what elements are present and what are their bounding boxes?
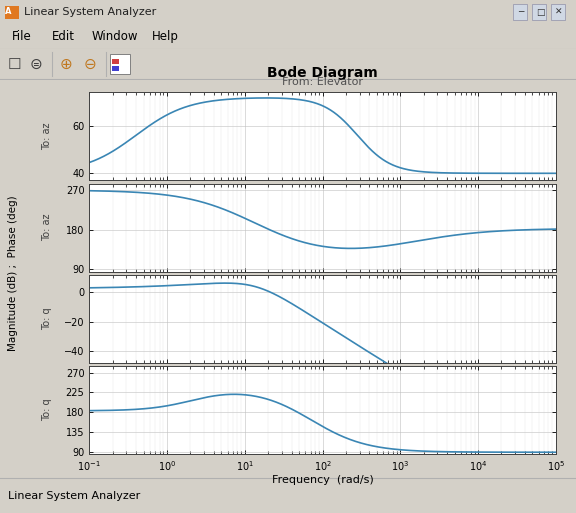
Bar <box>551 4 565 20</box>
Text: Help: Help <box>152 30 179 43</box>
Text: To: q: To: q <box>42 307 52 330</box>
Text: ⊜: ⊜ <box>29 57 43 72</box>
Bar <box>112 60 119 65</box>
Text: □: □ <box>536 8 544 16</box>
Text: Linear System Analyzer: Linear System Analyzer <box>8 491 140 501</box>
Text: To: az: To: az <box>42 214 52 241</box>
Text: Bode Diagram: Bode Diagram <box>267 66 378 80</box>
Text: ⊖: ⊖ <box>84 57 96 72</box>
Text: From: Elevator: From: Elevator <box>282 77 363 87</box>
Bar <box>110 54 130 74</box>
Text: ─: ─ <box>518 8 524 16</box>
Text: Window: Window <box>92 30 138 43</box>
X-axis label: Frequency  (rad/s): Frequency (rad/s) <box>272 476 373 485</box>
Bar <box>5 6 19 19</box>
Text: File: File <box>12 30 32 43</box>
Text: ✕: ✕ <box>555 8 563 16</box>
Text: Edit: Edit <box>52 30 75 43</box>
Text: A: A <box>5 7 12 16</box>
Text: ⊕: ⊕ <box>60 57 73 72</box>
Bar <box>513 4 527 20</box>
Text: To: q: To: q <box>42 399 52 421</box>
Text: To: az: To: az <box>42 123 52 150</box>
Text: Linear System Analyzer: Linear System Analyzer <box>24 7 156 16</box>
Text: Magnitude (dB) ;  Phase (deg): Magnitude (dB) ; Phase (deg) <box>7 195 18 351</box>
Bar <box>112 66 119 71</box>
Text: ☐: ☐ <box>7 57 21 72</box>
Bar <box>532 4 546 20</box>
